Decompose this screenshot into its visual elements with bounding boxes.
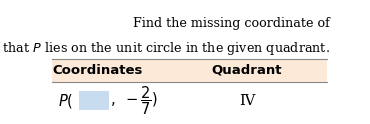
Text: $,\ -\dfrac{2}{7})$: $,\ -\dfrac{2}{7})$: [110, 85, 158, 117]
Text: Quadrant: Quadrant: [212, 64, 282, 77]
FancyBboxPatch shape: [79, 91, 110, 110]
Text: $P\!$, using the fact that $P$ lies on the unit circle in the given quadrant.: $P\!$, using the fact that $P$ lies on t…: [0, 40, 330, 57]
Text: Find the missing coordinate of: Find the missing coordinate of: [133, 17, 330, 30]
Text: IV: IV: [239, 94, 255, 108]
Text: Coordinates: Coordinates: [53, 64, 143, 77]
FancyBboxPatch shape: [52, 59, 327, 82]
Text: $P($: $P($: [58, 92, 73, 110]
